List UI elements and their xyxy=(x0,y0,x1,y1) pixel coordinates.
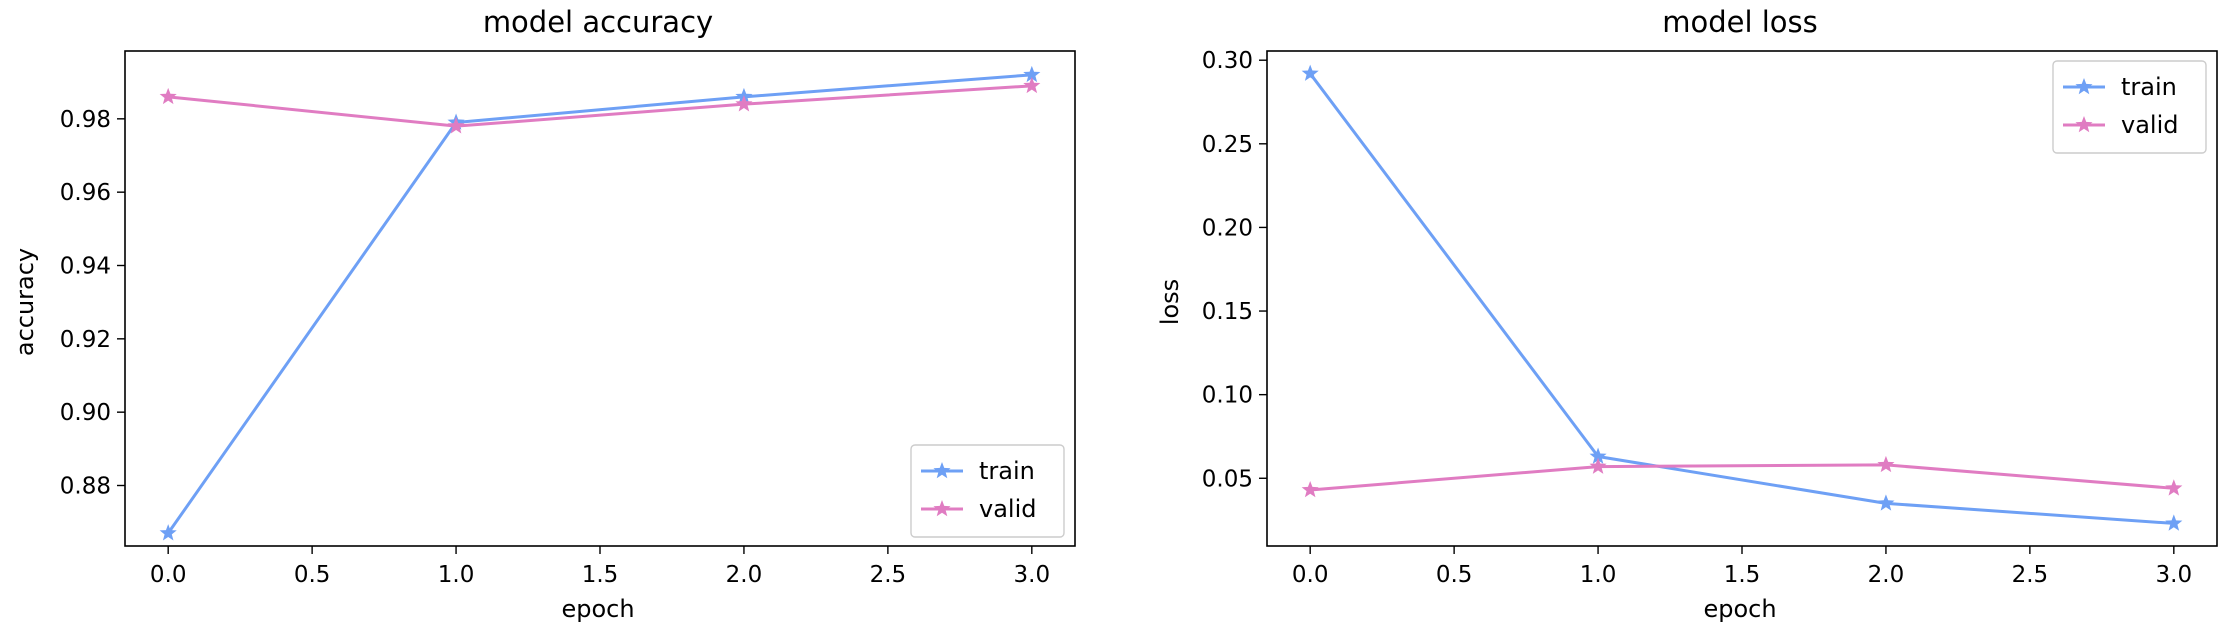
accuracy-series-line-valid xyxy=(166,84,1034,128)
accuracy-chart: model accuracy 0.0 0.5 1.0 1.5 2.0 2.5 3.0 0.8… xyxy=(11,5,1076,623)
loss-y-tick-label: 0.25 xyxy=(1202,132,1253,158)
accuracy-x-tick-label: 1.5 xyxy=(582,562,619,588)
loss-legend: train valid xyxy=(2052,60,2207,154)
accuracy-data-point-valid xyxy=(735,95,753,112)
loss-x-tick-label: 2.0 xyxy=(1868,562,1905,588)
accuracy-x-ticks: 0.0 0.5 1.0 1.5 2.0 2.5 3.0 xyxy=(150,546,1050,588)
accuracy-legend: train valid xyxy=(910,444,1065,538)
loss-y-tick-label: 0.10 xyxy=(1202,383,1253,409)
loss-data-point-valid xyxy=(1301,480,1319,498)
loss-series-line-train xyxy=(1308,72,2176,525)
accuracy-legend-label-train: train xyxy=(979,457,1035,485)
accuracy-legend-marker-train xyxy=(933,462,951,479)
loss-y-tick-label: 0.05 xyxy=(1202,466,1253,492)
accuracy-series-line-train xyxy=(166,73,1034,535)
loss-x-tick-label: 1.5 xyxy=(1724,562,1761,588)
loss-data-point-train xyxy=(1877,494,1895,511)
accuracy-legend-marker-valid xyxy=(933,500,951,517)
loss-data-point-train xyxy=(1589,447,1607,464)
accuracy-x-tick-label: 0.0 xyxy=(150,562,187,588)
loss-data-point-valid xyxy=(2165,479,2183,496)
accuracy-y-tick-label: 0.96 xyxy=(60,180,111,206)
loss-x-tick-label: 1.0 xyxy=(1580,562,1617,588)
loss-data-point-train xyxy=(1301,64,1319,81)
accuracy-y-ticks: 0.88 0.90 0.92 0.94 0.96 0.98 xyxy=(60,107,125,500)
accuracy-x-tick-label: 1.0 xyxy=(438,562,475,588)
accuracy-y-tick-label: 0.94 xyxy=(60,254,111,280)
accuracy-x-axis-label: epoch xyxy=(561,595,634,623)
accuracy-data-point-valid xyxy=(1023,76,1041,94)
loss-legend-box xyxy=(2052,60,2207,154)
accuracy-y-axis-label: accuracy xyxy=(11,248,39,356)
loss-data-point-valid xyxy=(1877,455,1895,473)
loss-x-tick-label: 0.5 xyxy=(1436,562,1473,588)
loss-legend-marker-train xyxy=(2075,78,2093,95)
loss-x-axis-label: epoch xyxy=(1703,595,1776,623)
loss-x-tick-label: 3.0 xyxy=(2156,562,2193,588)
accuracy-y-tick-label: 0.92 xyxy=(60,327,111,353)
loss-data-point-valid xyxy=(1589,457,1607,474)
loss-x-tick-label: 2.5 xyxy=(2012,562,2049,588)
accuracy-legend-label-valid: valid xyxy=(979,495,1036,523)
loss-x-ticks: 0.0 0.5 1.0 1.5 2.0 2.5 3.0 xyxy=(1292,546,2192,588)
loss-y-tick-label: 0.20 xyxy=(1202,215,1253,241)
loss-y-tick-label: 0.15 xyxy=(1202,299,1253,325)
accuracy-data-point-train xyxy=(159,524,177,541)
loss-chart: model loss 0.0 0.5 1.0 1.5 2.0 2.5 3.0 0.05 0.1… xyxy=(1156,5,2218,623)
accuracy-y-tick-label: 0.98 xyxy=(60,107,111,133)
loss-chart-title: model loss xyxy=(1662,5,1818,39)
accuracy-legend-box xyxy=(910,444,1065,538)
accuracy-y-tick-label: 0.90 xyxy=(60,400,111,426)
accuracy-data-point-train xyxy=(1023,65,1041,83)
loss-legend-label-train: train xyxy=(2121,73,2177,101)
accuracy-data-point-valid xyxy=(447,117,465,134)
loss-y-ticks: 0.05 0.10 0.15 0.20 0.25 0.30 xyxy=(1202,48,1267,492)
loss-x-tick-label: 0.0 xyxy=(1292,562,1329,588)
accuracy-x-tick-label: 2.5 xyxy=(870,562,907,588)
accuracy-x-tick-label: 3.0 xyxy=(1014,562,1051,588)
loss-legend-label-valid: valid xyxy=(2121,111,2178,139)
loss-y-axis-label: loss xyxy=(1156,279,1184,325)
loss-data-point-train xyxy=(2165,514,2183,531)
accuracy-x-tick-label: 2.0 xyxy=(726,562,763,588)
accuracy-series xyxy=(159,65,1041,541)
accuracy-data-point-valid xyxy=(159,87,177,105)
accuracy-y-tick-label: 0.88 xyxy=(60,474,111,500)
accuracy-x-tick-label: 0.5 xyxy=(294,562,331,588)
loss-y-tick-label: 0.30 xyxy=(1202,48,1253,74)
loss-legend-marker-valid xyxy=(2075,116,2093,133)
loss-series xyxy=(1301,64,2183,531)
accuracy-chart-title: model accuracy xyxy=(483,5,713,39)
loss-series-line-valid xyxy=(1308,463,2176,492)
